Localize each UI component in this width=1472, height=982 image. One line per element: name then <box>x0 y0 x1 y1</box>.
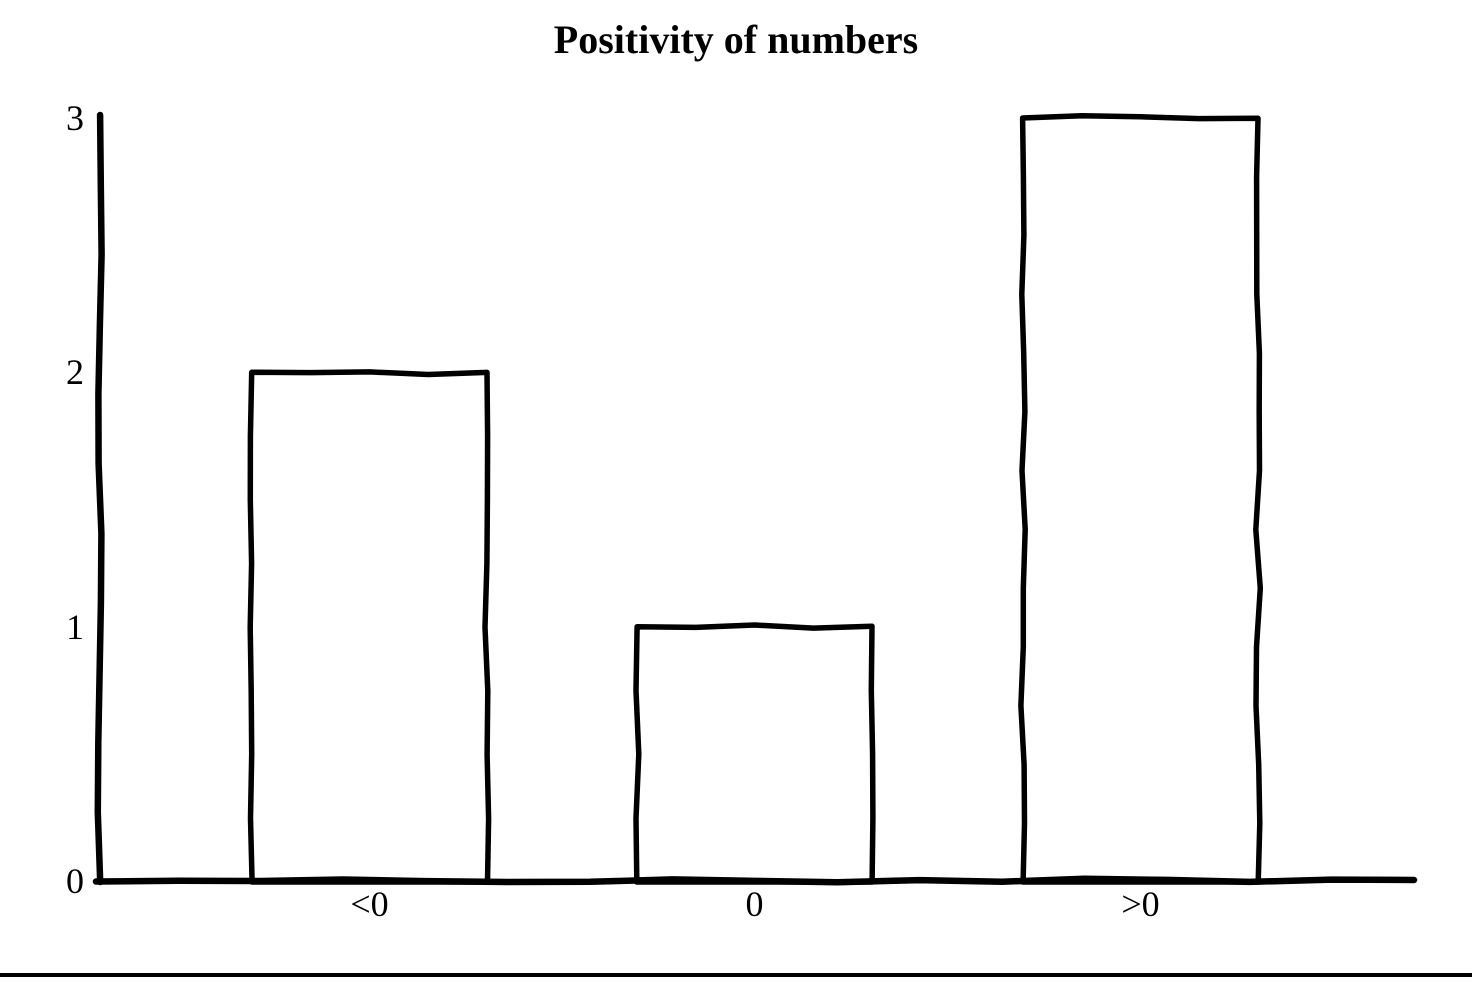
x-axis-category-label: <0 <box>350 884 389 924</box>
x-axis-line <box>92 875 1418 886</box>
y-axis-tick-label: 1 <box>66 606 84 647</box>
bar-2 <box>1018 112 1264 885</box>
bar-0 <box>247 369 492 885</box>
chart-title: Positivity of numbers <box>553 17 919 62</box>
y-axis-tick-label: 3 <box>66 98 84 138</box>
y-axis-line <box>94 111 105 886</box>
x-axis-category-label: >0 <box>1121 884 1160 924</box>
x-axis-category-label: 0 <box>745 884 764 924</box>
y-axis-tick-label: 0 <box>66 861 84 901</box>
bottom-divider-line <box>0 973 1472 977</box>
bar-1 <box>633 622 876 885</box>
y-axis-tick-label: 2 <box>66 352 84 393</box>
